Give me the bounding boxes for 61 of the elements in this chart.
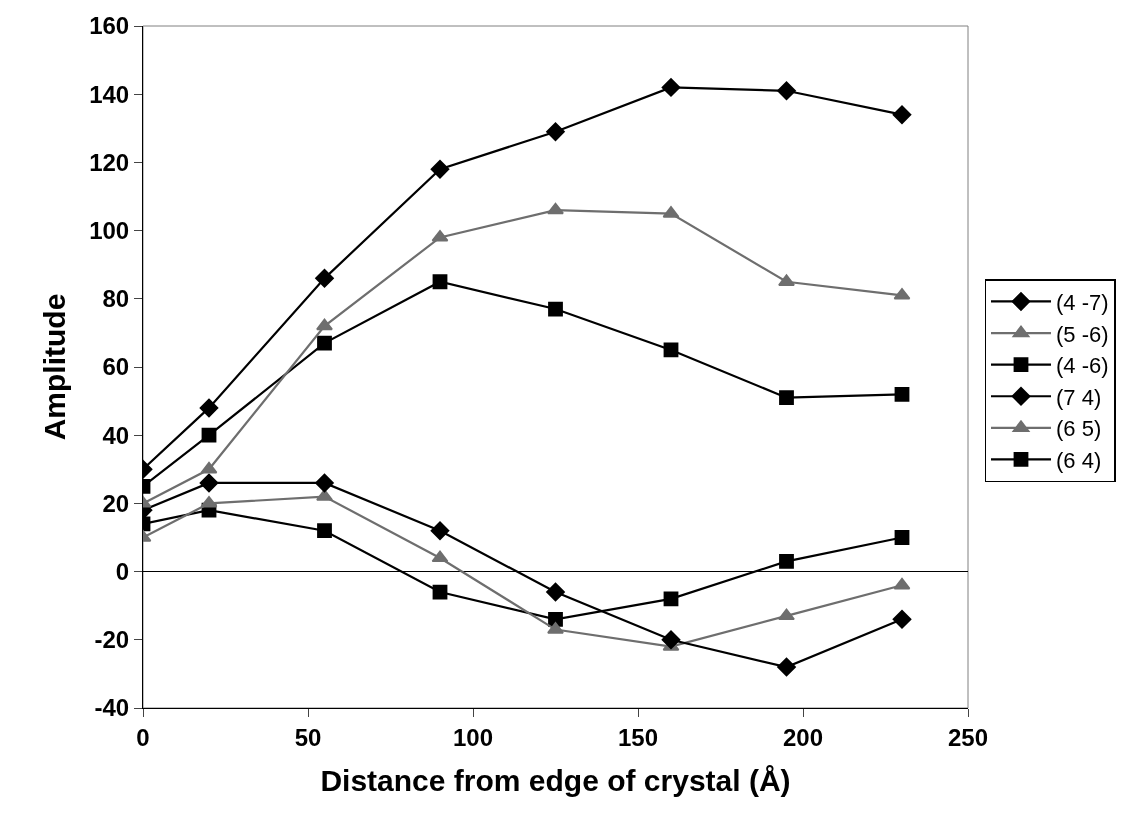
y-tick-label: 60 [102, 353, 130, 381]
point [546, 122, 565, 142]
point [316, 318, 333, 331]
x-tick-label: 0 [136, 723, 150, 751]
point [779, 553, 794, 569]
point [199, 473, 219, 493]
legend-label: (5 -6) [1056, 321, 1109, 347]
point [777, 81, 796, 101]
point [894, 530, 910, 545]
point [661, 78, 681, 97]
point [200, 461, 218, 474]
point [892, 105, 912, 125]
point [317, 523, 332, 539]
legend-label: (6 4) [1056, 448, 1102, 474]
x-tick-label: 150 [617, 723, 659, 751]
point [546, 582, 565, 602]
y-tick-label: 0 [115, 558, 130, 585]
legend-label: (4 -6) [1056, 353, 1109, 379]
point [777, 657, 796, 677]
x-tick-label: 200 [782, 723, 824, 751]
point [893, 577, 911, 590]
x-tick-label: 250 [947, 723, 989, 751]
point [893, 287, 911, 300]
point [778, 608, 795, 621]
y-tick-label: -40 [94, 694, 130, 722]
point [778, 274, 795, 286]
y-tick-label: 40 [102, 421, 130, 449]
point [547, 202, 564, 215]
point [663, 342, 679, 358]
y-tick-label: 100 [89, 217, 130, 244]
point [892, 609, 912, 629]
legend-label: (7 4) [1056, 384, 1102, 410]
x-tick-label: 50 [294, 723, 322, 751]
y-tick-label: 120 [89, 148, 130, 176]
y-axis-title: Amplitude [38, 293, 72, 441]
point [316, 489, 333, 501]
point [547, 622, 564, 634]
legend-label: (6 5) [1056, 416, 1102, 442]
point [430, 159, 450, 179]
x-axis-title: Distance from edge of crystal (Å) [320, 764, 791, 798]
y-tick-label: 160 [89, 12, 130, 40]
y-tick-label: 140 [89, 80, 130, 108]
point [432, 584, 448, 600]
legend-label: (4 -7) [1056, 290, 1109, 316]
point [661, 630, 681, 650]
point [201, 427, 217, 443]
point [199, 398, 219, 418]
point [432, 274, 448, 290]
point [317, 335, 332, 351]
x-tick-label: 100 [452, 723, 494, 751]
point [894, 386, 910, 402]
point [430, 521, 450, 541]
point [315, 473, 334, 493]
point [315, 268, 334, 288]
y-tick-label: 80 [102, 285, 130, 313]
point [548, 301, 563, 317]
point [431, 550, 449, 563]
y-tick-label: -20 [94, 626, 130, 654]
y-tick-label: 20 [102, 489, 130, 517]
point [663, 591, 679, 607]
point [779, 390, 794, 406]
